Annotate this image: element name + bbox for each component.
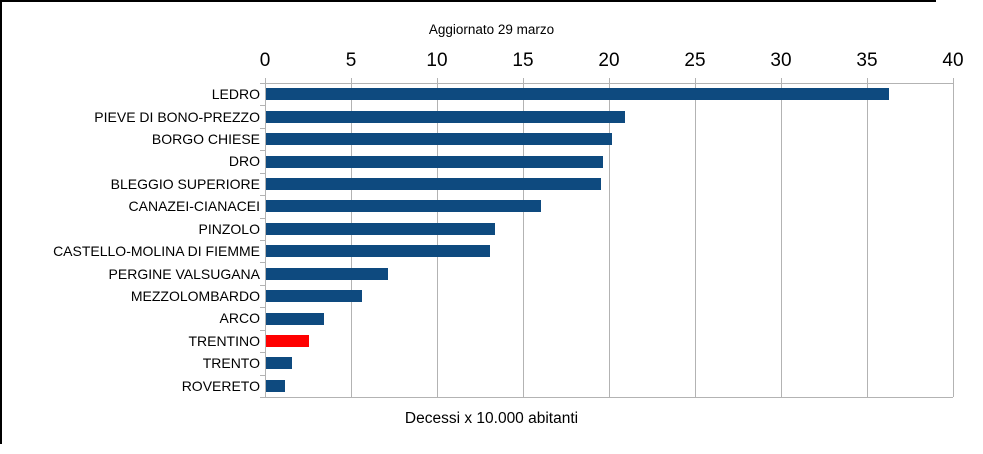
- category-label: ROVERETO: [181, 377, 260, 394]
- y-axis-tick-mark: [260, 105, 265, 107]
- y-axis-tick-mark: [260, 374, 265, 376]
- x-tick-label: 40: [942, 50, 964, 71]
- category-label: BORGO CHIESE: [151, 131, 260, 148]
- y-axis-tick-mark: [260, 195, 265, 197]
- bar: [266, 200, 542, 213]
- y-axis-tick-mark: [260, 329, 265, 331]
- x-tick-label: 10: [426, 50, 448, 71]
- x-tick-label: 15: [512, 50, 534, 71]
- x-axis-tick-mark: [265, 78, 266, 83]
- x-axis-tick-mark: [867, 78, 868, 83]
- category-label: LEDRO: [211, 86, 260, 103]
- y-axis-tick-mark: [260, 352, 265, 354]
- category-label: PINZOLO: [198, 220, 260, 237]
- bar: [266, 357, 292, 370]
- bar: [266, 312, 325, 325]
- bar: [266, 334, 309, 347]
- x-tick-label: 25: [684, 50, 706, 71]
- y-axis-tick-mark: [260, 83, 265, 84]
- bar: [266, 290, 363, 303]
- frame-border-top: [0, 0, 936, 2]
- x-axis-tick-mark: [695, 78, 696, 83]
- plot-bottom-border: [265, 397, 953, 398]
- x-axis-tick-mark: [609, 78, 610, 83]
- category-label: ARCO: [219, 310, 260, 327]
- bar: [266, 155, 604, 168]
- gridline: [609, 83, 610, 397]
- category-label: CASTELLO-MOLINA DI FIEMME: [53, 243, 260, 260]
- category-label: TRENTINO: [188, 332, 260, 349]
- chart-title: Aggiornato 29 marzo: [428, 22, 555, 37]
- x-axis-line-top: [265, 83, 953, 84]
- y-axis-tick-mark: [260, 172, 265, 174]
- bar: [266, 267, 389, 280]
- gridline: [695, 83, 696, 397]
- bar: [266, 133, 612, 146]
- category-label: CANAZEI-CIANACEI: [128, 198, 260, 215]
- gridline: [437, 83, 438, 397]
- x-axis-title: Decessi x 10.000 abitanti: [404, 410, 579, 427]
- y-axis-tick-mark: [260, 397, 265, 398]
- x-axis-tick-mark: [351, 78, 352, 83]
- bar: [266, 177, 602, 190]
- category-label: MEZZOLOMBARDO: [130, 288, 260, 305]
- frame-border-left: [0, 0, 2, 444]
- x-axis-tick-mark: [437, 78, 438, 83]
- gridline: [867, 83, 868, 397]
- category-label: TRENTO: [202, 355, 260, 372]
- x-tick-label: 35: [856, 50, 878, 71]
- y-axis-tick-mark: [260, 307, 265, 309]
- x-axis-tick-mark: [523, 78, 524, 83]
- gridline: [953, 83, 954, 397]
- x-axis-tick-mark: [781, 78, 782, 83]
- gridline: [351, 83, 352, 397]
- x-tick-label: 20: [598, 50, 620, 71]
- x-axis-tick-mark: [953, 78, 954, 83]
- y-axis-tick-mark: [260, 150, 265, 152]
- bar: [266, 88, 889, 101]
- category-label: DRO: [228, 153, 260, 170]
- y-axis-tick-mark: [260, 240, 265, 241]
- y-axis-tick-mark: [260, 127, 265, 129]
- x-tick-label: 5: [345, 50, 357, 71]
- x-tick-label: 0: [259, 50, 271, 71]
- gridline: [781, 83, 782, 397]
- bar: [266, 245, 490, 258]
- gridline: [265, 83, 266, 397]
- bar: [266, 110, 626, 123]
- gridline: [523, 83, 524, 397]
- category-label: BLEGGIO SUPERIORE: [110, 175, 260, 192]
- y-axis-tick-mark: [260, 217, 265, 219]
- category-label: PERGINE VALSUGANA: [108, 265, 260, 282]
- x-tick-label: 30: [770, 50, 792, 71]
- y-axis-tick-mark: [260, 262, 265, 264]
- bar: [266, 222, 495, 235]
- y-axis-tick-mark: [260, 284, 265, 286]
- bar: [266, 379, 285, 392]
- category-label: PIEVE DI BONO-PREZZO: [94, 108, 260, 125]
